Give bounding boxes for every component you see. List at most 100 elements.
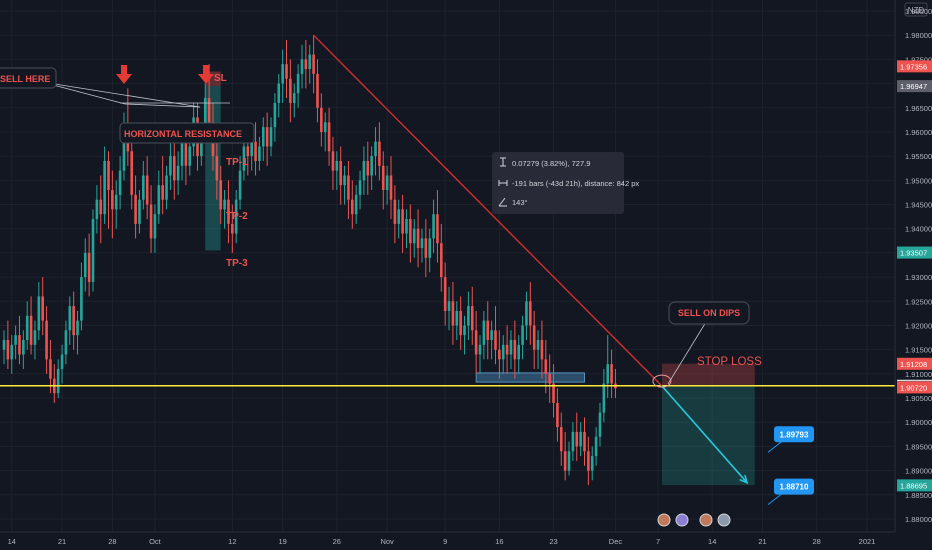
angle-icon — [498, 197, 507, 207]
candle-body — [176, 165, 180, 181]
measure-angle-text: 143° — [512, 198, 528, 207]
candle-body — [200, 131, 203, 157]
currency-tag[interactable]: NZD — [904, 2, 928, 17]
candle-body — [269, 127, 273, 147]
sell-here-box — [0, 67, 57, 89]
price-badges: 1.973561.969471.935071.912081.907541.907… — [897, 60, 932, 492]
candle-body — [238, 170, 242, 200]
price-axis-badge — [897, 381, 932, 394]
event-flag-icon[interactable] — [657, 513, 671, 527]
stop-loss-label: STOP LOSS — [697, 356, 762, 368]
x-tick-label: 16 — [495, 537, 503, 546]
projection-arrow-line — [661, 385, 748, 484]
x-tick-label: 21 — [758, 537, 766, 546]
candle-body — [234, 199, 238, 234]
candle-body — [385, 175, 389, 191]
candle-body — [521, 325, 524, 345]
candle-body — [544, 359, 548, 374]
candle-body — [331, 151, 335, 171]
candle-body — [505, 344, 509, 355]
candle-body — [37, 296, 41, 331]
y-tick-label: 1.98000 — [905, 31, 932, 40]
candle-body — [118, 170, 122, 195]
price-axis-badge-text: 1.96947 — [900, 82, 927, 91]
candle-body — [142, 175, 145, 200]
candle-body — [281, 64, 284, 84]
candle-body — [18, 335, 21, 355]
candle-body — [575, 431, 579, 447]
sell-on-dips-pointer — [667, 321, 707, 385]
candle-body — [180, 141, 184, 166]
candle-body — [532, 325, 536, 350]
x-tick-label: 14 — [708, 537, 716, 546]
tp1-label: TP-1 — [226, 157, 248, 168]
candle-body — [56, 369, 60, 394]
y-tick-label: 1.91000 — [905, 370, 932, 379]
candle-body — [250, 141, 253, 157]
candle-body — [424, 238, 428, 258]
sell-on-dips-label: SELL ON DIPS — [678, 308, 740, 318]
candle-body — [2, 339, 6, 350]
candle-body — [323, 122, 327, 132]
price-axis-badge — [897, 60, 932, 73]
candle-body — [517, 344, 521, 360]
candle-body — [103, 160, 106, 215]
candle-body — [231, 223, 234, 234]
target-badge — [774, 426, 814, 443]
candle-body — [300, 59, 304, 74]
candle-body — [289, 78, 292, 103]
time-axis-background[interactable] — [0, 532, 895, 550]
candle-body — [41, 296, 44, 321]
event-flag-icon[interactable] — [717, 513, 731, 527]
candle-body — [339, 160, 342, 186]
candle-body — [285, 64, 288, 79]
candle-body — [594, 436, 598, 457]
candle-body — [536, 339, 540, 350]
candle-body — [312, 54, 315, 74]
candle-body — [45, 320, 48, 360]
candle-body — [354, 194, 358, 215]
candle-body — [296, 73, 300, 94]
candle-body — [397, 209, 401, 224]
candle-body — [188, 146, 192, 166]
y-tick-label: 1.89500 — [905, 442, 932, 451]
event-flag-icon[interactable] — [699, 513, 713, 527]
candle-body — [145, 175, 149, 205]
candle-body — [87, 252, 91, 282]
candle-body — [153, 214, 157, 239]
event-flag-icon[interactable] — [675, 513, 689, 527]
candle-body — [490, 330, 493, 340]
candle-body — [351, 199, 354, 215]
target-badge-text: 1.88710 — [780, 483, 809, 492]
drawing-lines — [0, 34, 895, 485]
candle-body — [111, 190, 114, 210]
candle-body — [409, 219, 412, 244]
candle-body — [343, 175, 346, 186]
candle-body — [567, 451, 571, 471]
candle-body — [95, 199, 99, 220]
x-tick-label: 2021 — [859, 537, 876, 546]
x-tick-label: 19 — [278, 537, 286, 546]
candle-body — [470, 306, 474, 331]
price-axis-badge-text: 1.91208 — [900, 360, 927, 369]
x-tick-label: 28 — [813, 537, 821, 546]
entry-highlight-circle — [652, 374, 672, 388]
measure-bars-text: -191 bars (-43d 21h), distance: 842 px — [512, 179, 639, 188]
candle-body — [440, 243, 443, 278]
candle-body — [559, 427, 563, 452]
candle-body — [389, 175, 393, 200]
candle-body — [265, 127, 269, 147]
x-tick-label: 28 — [108, 537, 116, 546]
y-tick-label: 1.96000 — [905, 128, 932, 137]
candle-body — [347, 175, 350, 200]
candle-body — [590, 456, 594, 471]
candle-body — [215, 156, 219, 181]
candle-body — [83, 252, 87, 278]
y-tick-label: 1.94500 — [905, 201, 932, 210]
currency-tag-box — [904, 2, 928, 17]
y-tick-label: 1.90500 — [905, 394, 932, 403]
y-tick-label: 1.88000 — [905, 515, 932, 524]
y-tick-label: 1.92000 — [905, 321, 932, 330]
events-row — [657, 513, 731, 527]
